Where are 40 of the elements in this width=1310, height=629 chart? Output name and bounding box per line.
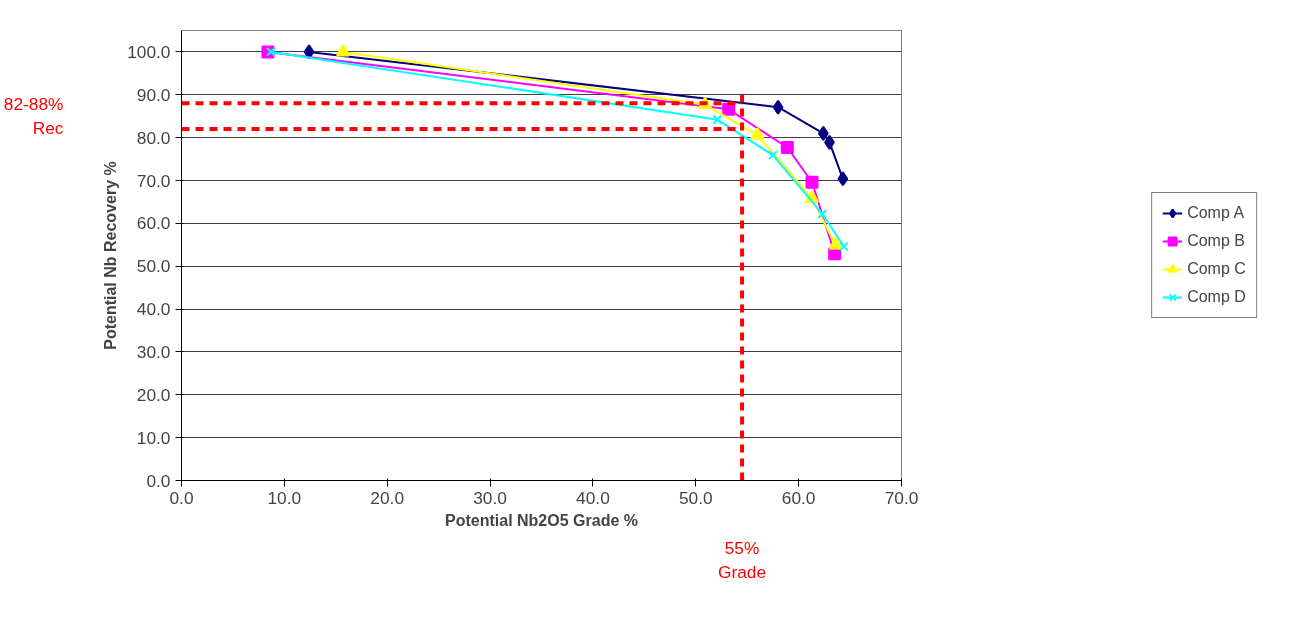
- point: [712, 114, 723, 125]
- y-tick-label: 80.0: [136, 127, 171, 148]
- ref-line-label: 82-88% Rec: [3, 94, 64, 139]
- point: [839, 241, 849, 252]
- y-tick-label: 90.0: [136, 84, 171, 105]
- legend-label: Comp B: [1187, 232, 1245, 250]
- x-axis-title: Potential Nb2O5 Grade %: [445, 511, 638, 529]
- y-tick-label: 100.0: [127, 41, 171, 62]
- y-tick-label: 20.0: [136, 384, 171, 405]
- point: [750, 127, 765, 140]
- point: [772, 99, 784, 115]
- point: [837, 171, 849, 187]
- legend-label: Comp C: [1187, 260, 1246, 278]
- x-tick-label: 20.0: [370, 487, 405, 508]
- x-tick-label: 60.0: [781, 487, 816, 508]
- x-tick-label: 0.0: [169, 487, 194, 508]
- point: [828, 237, 843, 250]
- y-tick-label: 30.0: [136, 341, 171, 362]
- point: [805, 175, 819, 189]
- point: [817, 209, 828, 219]
- y-axis-title: Potential Nb Recovery %: [102, 161, 120, 350]
- ref-line-label: 55% Grade: [717, 537, 767, 582]
- y-tick-label: 40.0: [136, 299, 171, 320]
- y-tick-label: 50.0: [136, 256, 171, 277]
- y-tick-label: 0.0: [146, 470, 171, 491]
- point: [780, 141, 794, 154]
- x-tick-label: 10.0: [267, 487, 302, 508]
- y-tick-label: 70.0: [136, 170, 171, 191]
- x-tick-label: 50.0: [678, 487, 713, 508]
- point: [768, 150, 778, 161]
- point: [266, 47, 276, 57]
- y-tick-label: 60.0: [136, 213, 171, 234]
- x-tick-label: 70.0: [884, 487, 919, 508]
- point: [335, 44, 350, 57]
- x-tick-label: 40.0: [576, 487, 610, 508]
- legend-label: Comp A: [1187, 204, 1245, 222]
- x-tick-label: 30.0: [473, 487, 507, 508]
- legend-label: Comp D: [1187, 288, 1246, 306]
- point: [722, 102, 736, 116]
- y-tick-label: 10.0: [136, 427, 171, 448]
